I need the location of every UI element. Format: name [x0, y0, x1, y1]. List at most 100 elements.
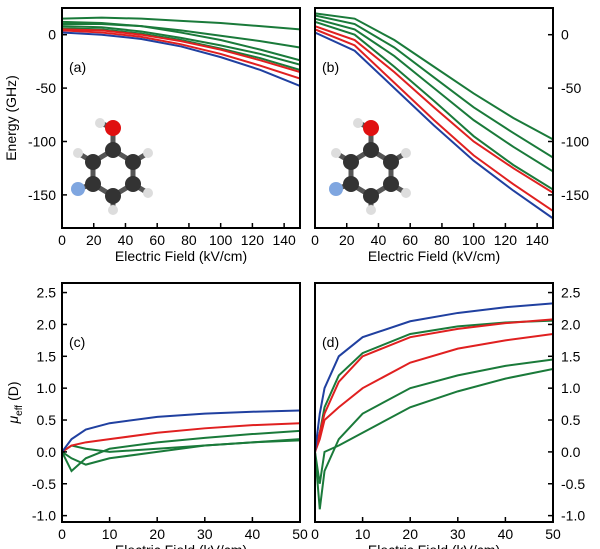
x-axis-label: Electric Field (kV/cm)	[368, 542, 500, 549]
plot-area	[315, 302, 553, 510]
axes-frame	[314, 282, 554, 523]
y-label-subscript: eff	[14, 405, 25, 416]
x-tick-label: 20	[86, 232, 102, 248]
molecule-a	[71, 118, 153, 215]
y-tick-label: 0	[48, 27, 56, 43]
y-axis-label: Energy (GHz)	[3, 75, 19, 161]
x-tick-label: 80	[181, 232, 197, 248]
panel-label: (c)	[69, 334, 85, 350]
y-tick-label: 1.0	[37, 380, 57, 396]
curve	[62, 27, 300, 71]
y-tick-label: 0.5	[37, 412, 57, 428]
curve	[315, 318, 553, 453]
x-tick-label: 0	[311, 232, 319, 248]
curve	[315, 20, 553, 191]
y-tick-label: -150	[561, 187, 589, 203]
x-tick-label: 40	[118, 232, 134, 248]
x-tick-label: 10	[355, 526, 371, 542]
x-tick-label: 0	[58, 232, 66, 248]
curve	[315, 368, 553, 484]
x-tick-label: 100	[209, 232, 233, 248]
panel-label: (a)	[69, 59, 86, 75]
y-tick-label: 1.5	[37, 348, 57, 364]
y-tick-label: 2.5	[561, 285, 581, 301]
y-tick-label: 0	[561, 27, 569, 43]
y-tick-label: -150	[28, 187, 56, 203]
x-tick-label: 30	[450, 526, 466, 542]
curve	[315, 319, 553, 453]
curve	[62, 31, 300, 87]
molecule-b	[329, 118, 411, 215]
x-axis-label: Electric Field (kV/cm)	[115, 248, 247, 264]
y-tick-label: -50	[36, 80, 56, 96]
y-tick-label: -0.5	[561, 476, 585, 492]
y-tick-label: 0.0	[561, 444, 581, 460]
axes-frame	[61, 7, 301, 229]
curve	[315, 358, 553, 510]
x-tick-label: 140	[525, 232, 549, 248]
panel-label: (d)	[322, 334, 339, 350]
curve	[62, 28, 300, 74]
x-tick-label: 40	[245, 526, 261, 542]
x-tick-label: 40	[371, 232, 387, 248]
panel-label: (b)	[322, 59, 339, 75]
curve	[315, 332, 553, 453]
x-tick-label: 20	[339, 232, 355, 248]
y-tick-label: 2.0	[37, 316, 57, 332]
curve	[315, 302, 553, 453]
y-tick-label: 2.5	[37, 285, 57, 301]
plot-area	[315, 12, 553, 220]
y-tick-label: 2.0	[561, 316, 581, 332]
x-tick-label: 30	[197, 526, 213, 542]
x-tick-label: 20	[402, 526, 418, 542]
curve	[315, 12, 553, 141]
x-tick-label: 120	[241, 232, 265, 248]
y-label-unit: (D)	[5, 381, 21, 400]
curve	[62, 23, 300, 49]
y-tick-label: 1.5	[561, 348, 581, 364]
x-tick-label: 60	[402, 232, 418, 248]
curve	[62, 20, 300, 62]
y-tick-label: -100	[561, 133, 589, 149]
curve	[62, 422, 300, 453]
x-axis-label: Electric Field (kV/cm)	[115, 542, 247, 549]
curve	[62, 409, 300, 453]
x-tick-label: 0	[311, 526, 319, 542]
curve	[315, 17, 553, 173]
y-tick-label: -100	[28, 133, 56, 149]
y-tick-label: 0.0	[37, 444, 57, 460]
y-tick-label: -1.0	[32, 508, 56, 524]
y-label-symbol: μ	[5, 416, 21, 425]
x-tick-label: 10	[102, 526, 118, 542]
y-tick-label: -0.5	[32, 476, 56, 492]
y-tick-label: -1.0	[561, 508, 585, 524]
curve	[62, 16, 300, 31]
curve	[315, 28, 553, 212]
curve	[315, 14, 553, 159]
curve	[62, 29, 300, 80]
y-tick-label: -50	[561, 80, 581, 96]
plot-area	[62, 409, 300, 473]
x-tick-label: 50	[292, 526, 308, 542]
x-tick-label: 140	[272, 232, 296, 248]
x-axis-label: Electric Field (kV/cm)	[368, 248, 500, 264]
x-tick-label: 60	[149, 232, 165, 248]
x-tick-label: 120	[494, 232, 518, 248]
y-axis-label: μeff (D)	[5, 381, 25, 424]
x-tick-label: 80	[434, 232, 450, 248]
x-tick-label: 100	[462, 232, 486, 248]
y-tick-label: 0.5	[561, 412, 581, 428]
axes-frame	[314, 7, 554, 229]
x-tick-label: 0	[58, 526, 66, 542]
curve	[62, 429, 300, 473]
x-tick-label: 50	[545, 526, 561, 542]
x-tick-label: 20	[149, 526, 165, 542]
x-tick-label: 40	[498, 526, 514, 542]
plot-area	[62, 16, 300, 87]
axes-frame	[61, 282, 301, 523]
curve	[62, 25, 300, 66]
y-tick-label: 1.0	[561, 380, 581, 396]
curve	[315, 31, 553, 220]
curve	[62, 439, 300, 466]
